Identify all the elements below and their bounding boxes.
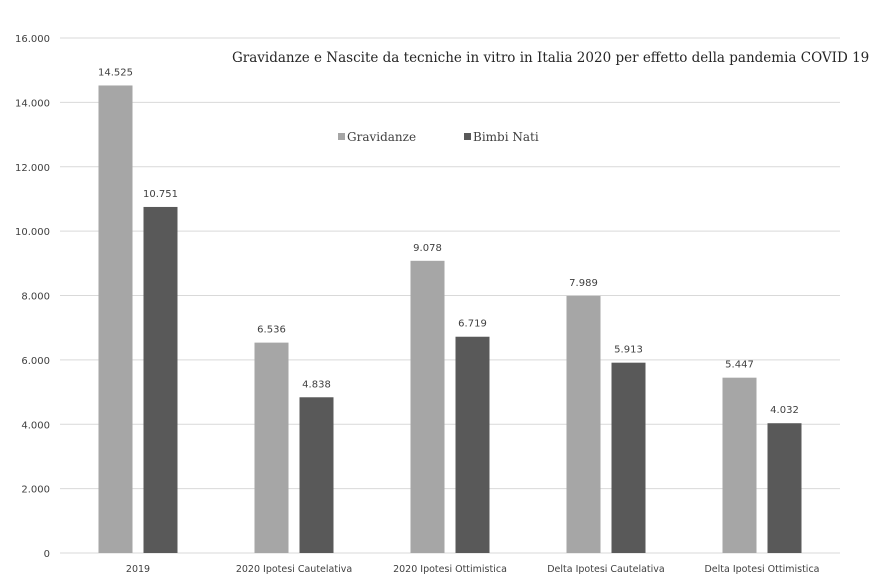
- y-tick-label: 6.000: [21, 356, 50, 367]
- y-tick-label: 4.000: [21, 420, 50, 431]
- bar-gravidanze: [254, 342, 289, 553]
- y-tick-label: 0: [44, 549, 50, 560]
- data-label: 5.913: [614, 345, 643, 356]
- bar-bimbi-nati: [143, 206, 178, 553]
- bar-gravidanze: [98, 85, 133, 553]
- y-tick-label: 10.000: [15, 227, 50, 238]
- legend: Gravidanze Bimbi Nati: [338, 130, 539, 144]
- x-tick-label: Delta Ipotesi Ottimistica: [704, 564, 819, 575]
- bar-gravidanze: [566, 295, 601, 553]
- y-tick-label: 8.000: [21, 292, 50, 303]
- legend-label: Gravidanze: [347, 130, 416, 144]
- bar-bimbi-nati: [611, 362, 646, 553]
- bar-gravidanze: [722, 377, 757, 553]
- data-label: 4.032: [770, 405, 799, 416]
- bar-bimbi-nati: [767, 423, 802, 553]
- bars: [98, 85, 802, 553]
- bar-bimbi-nati: [299, 397, 334, 553]
- x-tick-label: Delta Ipotesi Cautelativa: [547, 564, 665, 575]
- data-labels: 14.525 10.751 6.536 4.838 9.078 6.719 7.989 5.9…: [98, 67, 799, 416]
- gridlines: [60, 37, 840, 554]
- data-label: 14.525: [98, 67, 133, 78]
- bar-bimbi-nati: [455, 336, 490, 553]
- data-label: 6.719: [458, 319, 487, 330]
- legend-label: Bimbi Nati: [473, 130, 539, 144]
- y-tick-label: 16.000: [15, 34, 50, 45]
- data-label: 5.447: [725, 360, 754, 371]
- data-label: 7.989: [569, 278, 598, 289]
- legend-swatch: [464, 133, 471, 140]
- y-tick-label: 12.000: [15, 163, 50, 174]
- y-tick-label: 2.000: [21, 485, 50, 496]
- x-axis-ticks: 2019 2020 Ipotesi Cautelativa 2020 Ipotesi…: [126, 564, 820, 575]
- data-label: 6.536: [257, 325, 286, 336]
- chart-title: Gravidanze e Nascite da tecniche in vitr…: [232, 50, 869, 66]
- y-axis-ticks: 0 2.000 4.000 6.000 8.000 10.000 12.000 14.000 1…: [15, 34, 50, 560]
- data-label: 4.838: [302, 379, 331, 390]
- legend-swatch: [338, 133, 345, 140]
- x-tick-label: 2020 Ipotesi Ottimistica: [393, 564, 507, 575]
- x-tick-label: 2019: [126, 564, 150, 575]
- bar-gravidanze: [410, 260, 445, 553]
- x-tick-label: 2020 Ipotesi Cautelativa: [236, 564, 352, 575]
- data-label: 10.751: [143, 189, 178, 200]
- data-label: 9.078: [413, 243, 442, 254]
- y-tick-label: 14.000: [15, 98, 50, 109]
